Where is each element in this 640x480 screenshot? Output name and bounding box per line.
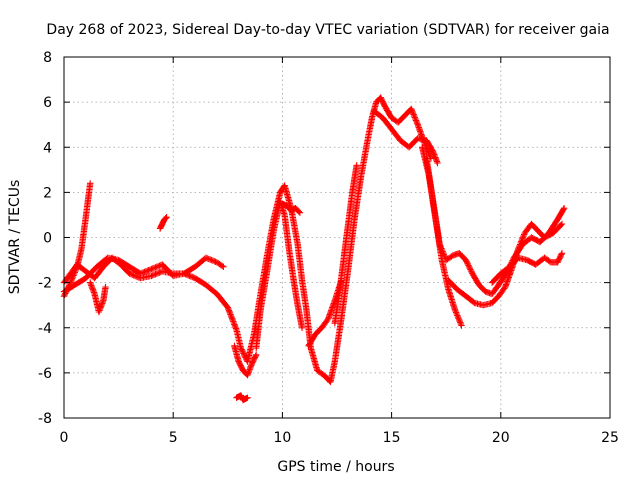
- y-axis-title: SDTVAR / TECUs: [7, 180, 23, 295]
- y-tick-label: 8: [43, 50, 52, 66]
- x-tick-label: 20: [492, 430, 510, 446]
- marker-track: [370, 108, 441, 167]
- series-track-l: [370, 108, 441, 167]
- x-tick-label: 10: [273, 430, 291, 446]
- series-track-d: [87, 279, 109, 316]
- series-track-f: [231, 342, 260, 379]
- marker-track: [87, 279, 109, 316]
- chart-title: Day 268 of 2023, Sidereal Day-to-day VTE…: [46, 22, 609, 38]
- x-tick-label: 5: [169, 430, 178, 446]
- y-tick-label: -4: [38, 321, 52, 337]
- y-tick-label: -8: [38, 411, 52, 427]
- x-tick-label: 15: [383, 430, 401, 446]
- series-track-p: [488, 250, 566, 286]
- marker-track: [156, 214, 170, 232]
- y-tick-label: -2: [38, 276, 52, 292]
- y-tick-label: -6: [38, 366, 52, 382]
- y-tick-label: 2: [43, 185, 52, 201]
- y-tick-label: 6: [43, 95, 52, 111]
- series-track-e: [156, 214, 170, 232]
- tick-labels: 0 5 10 15 20 25 -8 -6 -4 -2 0 2 4 6 8: [38, 50, 619, 446]
- axis-ticks: [63, 56, 611, 419]
- grid: [64, 57, 610, 418]
- y-tick-label: 0: [43, 231, 52, 247]
- y-tick-label: 4: [43, 140, 52, 156]
- series-track-g: [233, 392, 251, 404]
- data-points: [60, 94, 568, 404]
- marker-track: [231, 342, 260, 379]
- marker-track: [233, 392, 251, 404]
- marker-track: [331, 162, 360, 327]
- series-track-k: [331, 162, 360, 327]
- x-tick-label: 0: [60, 430, 69, 446]
- marker-track: [253, 198, 306, 352]
- marker-track: [279, 200, 304, 216]
- marker-track: [488, 250, 566, 286]
- x-tick-label: 25: [601, 430, 619, 446]
- series-track-h: [253, 198, 306, 352]
- series-track-i: [279, 200, 304, 216]
- x-axis-title: GPS time / hours: [277, 459, 394, 475]
